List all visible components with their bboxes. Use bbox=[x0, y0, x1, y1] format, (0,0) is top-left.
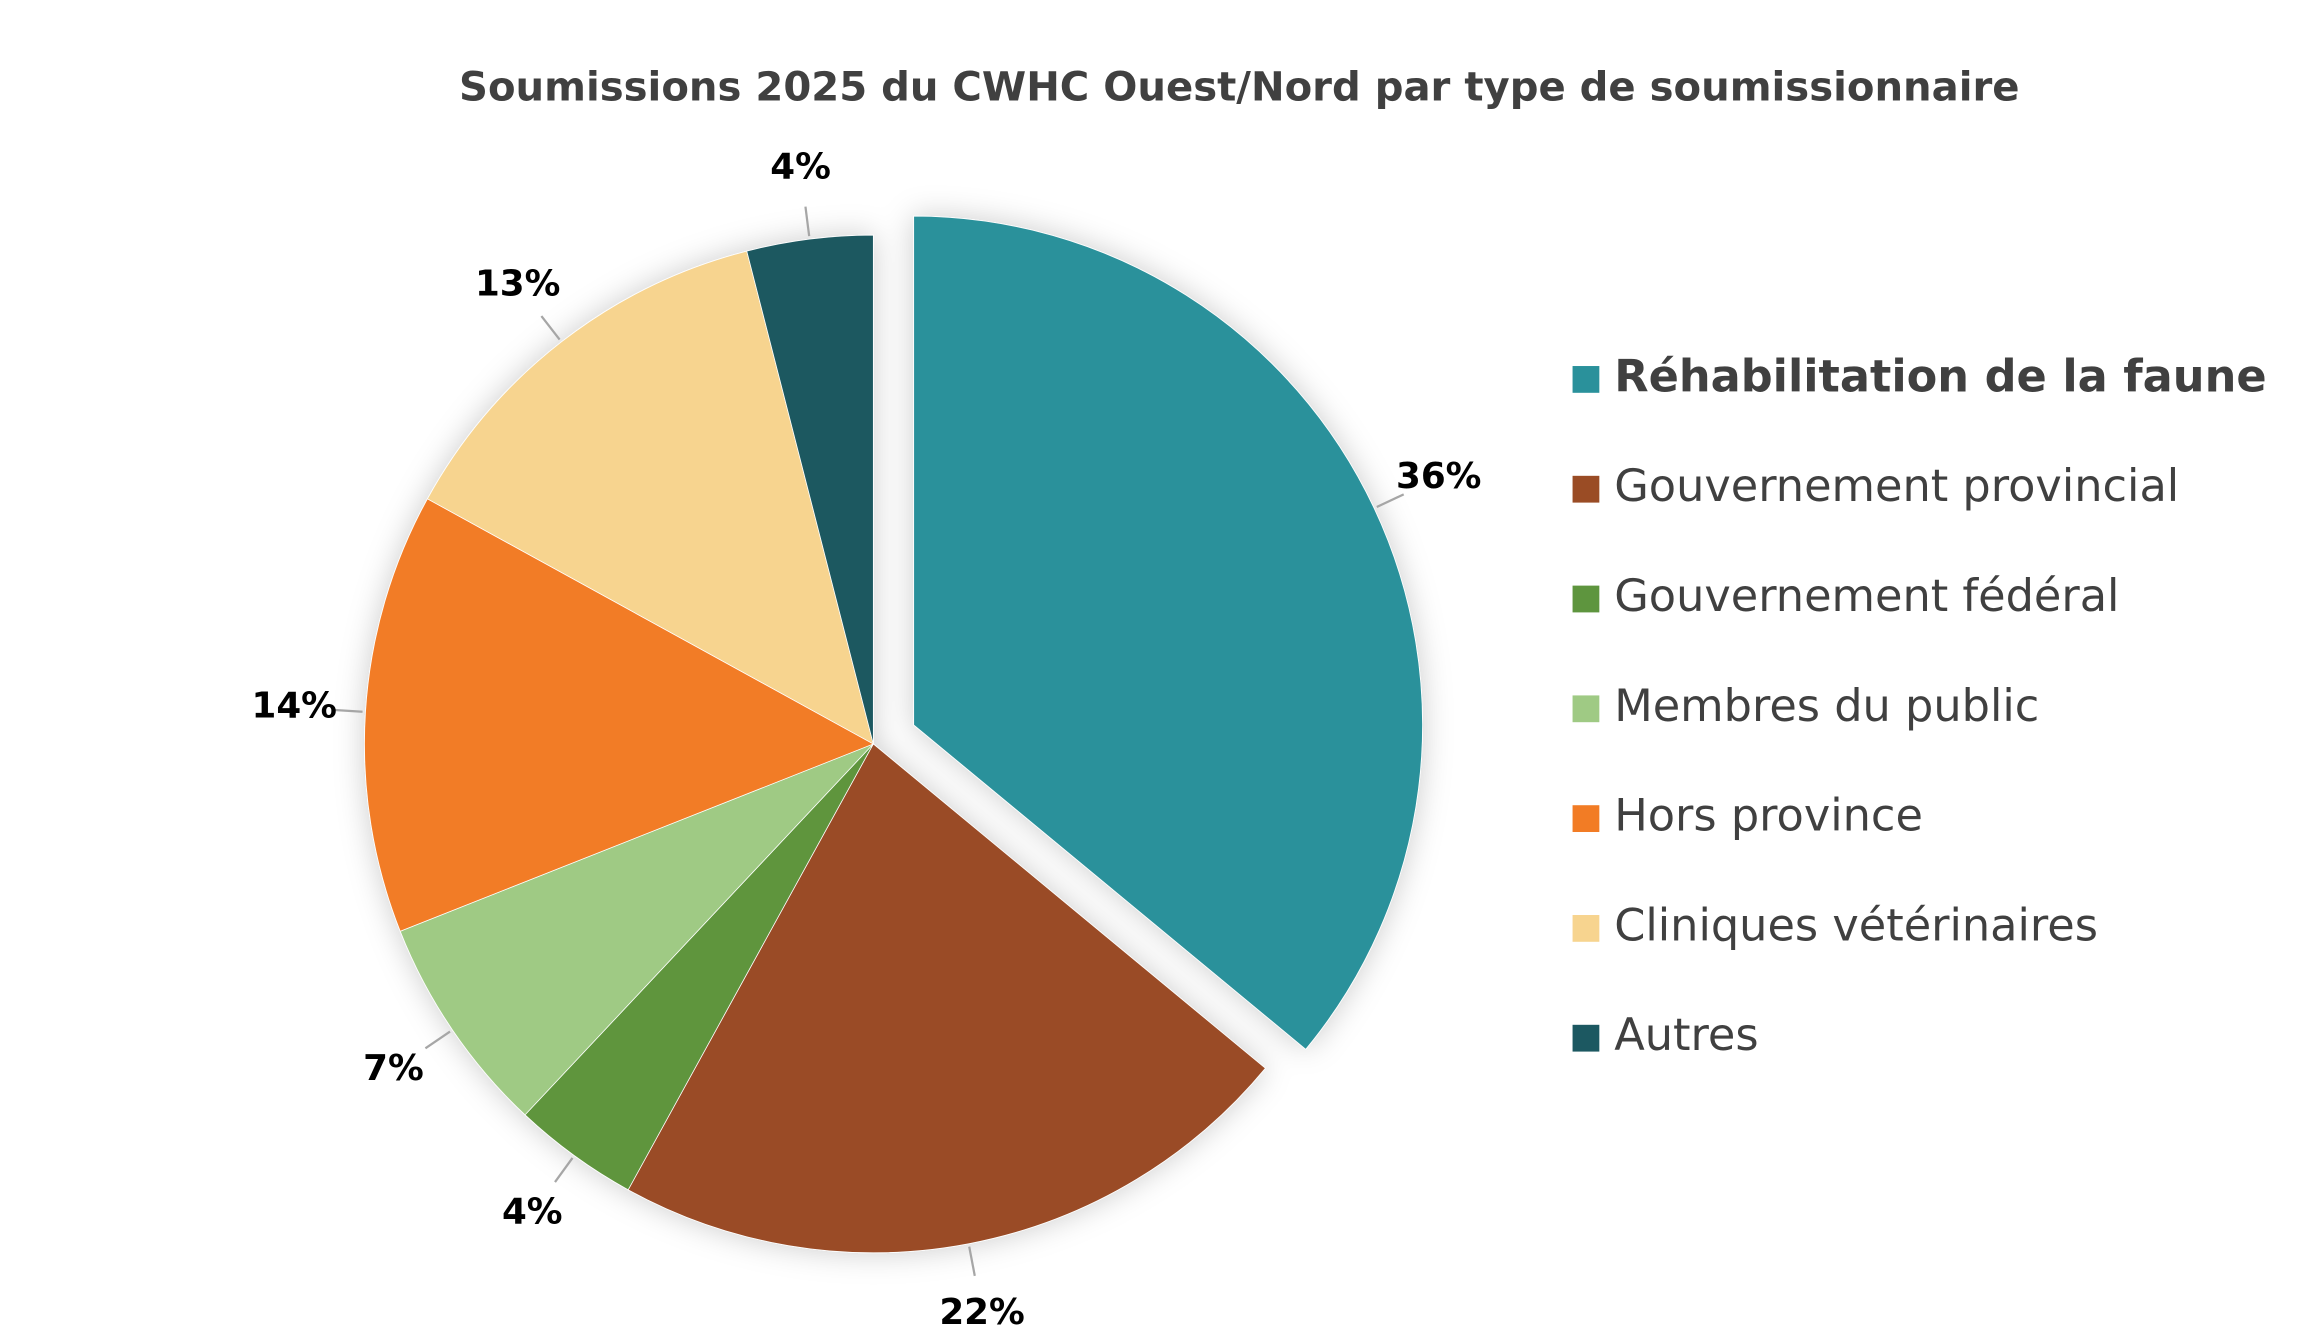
legend-swatch bbox=[1572, 805, 1600, 832]
legend-swatch bbox=[1572, 1024, 1600, 1052]
legend-swatch bbox=[1572, 366, 1600, 393]
leader-line bbox=[424, 1030, 451, 1050]
legend-label: Hors province bbox=[1614, 790, 1923, 842]
pie bbox=[364, 215, 1423, 1254]
legend-swatch bbox=[1572, 695, 1600, 723]
legend-label: Réhabilitation de la faune bbox=[1614, 350, 2266, 402]
leader-line bbox=[554, 1157, 574, 1183]
data-label: 14% bbox=[252, 685, 337, 726]
data-label: 13% bbox=[475, 263, 560, 304]
legend-label: Membres du public bbox=[1614, 680, 2039, 732]
leader-line bbox=[332, 708, 363, 713]
leader-line bbox=[1376, 493, 1405, 509]
data-label: 4% bbox=[502, 1191, 563, 1232]
legend-swatch bbox=[1572, 585, 1600, 613]
leader-line bbox=[968, 1246, 976, 1277]
pie-slice bbox=[399, 743, 874, 1116]
pie-slice bbox=[627, 743, 1266, 1254]
data-label: 4% bbox=[770, 146, 831, 187]
pie-slice bbox=[913, 215, 1423, 1050]
leader-line bbox=[804, 206, 811, 237]
legend-label: Autres bbox=[1614, 1009, 1758, 1061]
legend-label: Cliniques vétérinaires bbox=[1614, 899, 2098, 951]
data-label: 22% bbox=[939, 1292, 1024, 1333]
legend-swatch bbox=[1572, 915, 1600, 942]
data-label: 7% bbox=[363, 1048, 424, 1089]
pie-slice bbox=[364, 498, 875, 932]
legend-label: Gouvernement fédéral bbox=[1614, 570, 2119, 622]
data-label: 36% bbox=[1396, 456, 1481, 497]
legend-label: Gouvernement provincial bbox=[1614, 460, 2179, 512]
legend-swatch bbox=[1572, 475, 1600, 503]
chart-title: Soumissions 2025 du CWHC Ouest/Nord par … bbox=[459, 64, 2019, 110]
pie-slice bbox=[426, 250, 874, 745]
pie-slice bbox=[746, 234, 874, 745]
leader-line bbox=[540, 315, 561, 341]
